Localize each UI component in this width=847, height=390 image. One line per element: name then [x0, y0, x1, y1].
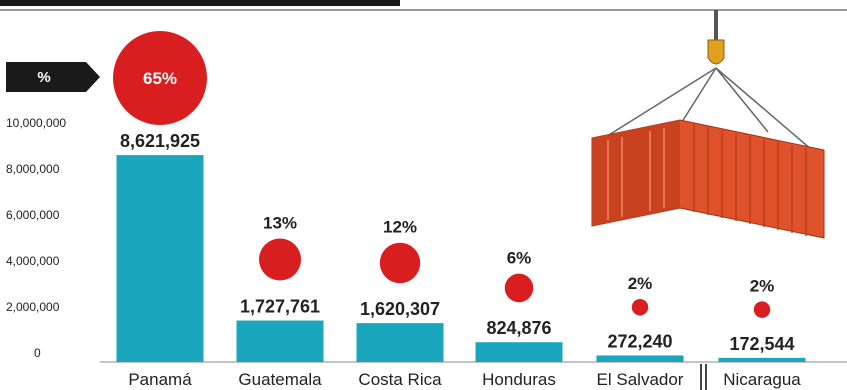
percent-badge-label: % — [37, 69, 50, 86]
container-ribs — [693, 124, 807, 236]
share-label: 2% — [750, 276, 775, 295]
sling-1 — [603, 67, 717, 139]
crane-hook — [707, 39, 725, 65]
share-bubble — [504, 273, 534, 303]
value-label: 1,727,761 — [240, 297, 320, 317]
shipping-container-icon — [591, 10, 825, 239]
y-tick-label: 0 — [34, 346, 41, 360]
value-label: 824,876 — [486, 318, 551, 338]
y-tick-label: 2,000,000 — [6, 300, 60, 314]
y-tick-label: 4,000,000 — [6, 254, 60, 268]
share-label: 65% — [143, 69, 177, 88]
category-label: Honduras — [482, 370, 556, 389]
title-banner-fragment — [0, 0, 400, 6]
share-label: 12% — [383, 218, 417, 237]
percent-badge-shape — [6, 62, 100, 92]
chart-marks: 8,621,925 65% Panamá 1,727,761 13% Guatemala 1… — [113, 31, 806, 389]
y-tick-label: 6,000,000 — [6, 208, 60, 222]
value-label: 8,621,925 — [120, 131, 200, 151]
bar — [236, 320, 324, 362]
share-bubble — [113, 31, 207, 125]
container-end — [592, 120, 680, 226]
share-bubble — [631, 298, 649, 316]
category-label: Nicaragua — [723, 370, 801, 389]
container-door-bars — [607, 128, 665, 220]
value-label: 272,240 — [607, 331, 672, 351]
category-label: Panamá — [128, 370, 192, 389]
bar — [356, 323, 444, 362]
share-label: 2% — [628, 274, 653, 293]
value-label: 172,544 — [729, 334, 794, 354]
y-axis: 10,000,000 8,000,000 6,000,000 4,000,000… — [6, 116, 66, 360]
category-label: El Salvador — [597, 370, 684, 389]
percent-badge: % — [6, 62, 100, 92]
sling-2 — [679, 67, 717, 126]
share-bubble — [258, 238, 302, 281]
bar — [718, 357, 806, 362]
sling-4 — [715, 67, 769, 133]
share-bubble — [379, 242, 421, 284]
value-label: 1,620,307 — [360, 299, 440, 319]
sling-3 — [715, 67, 813, 151]
y-tick-label: 8,000,000 — [6, 162, 60, 176]
share-bubble — [753, 301, 771, 318]
share-label: 13% — [263, 213, 297, 232]
bar — [475, 342, 563, 362]
category-label: Guatemala — [238, 370, 322, 389]
y-tick-label: 10,000,000 — [6, 116, 66, 130]
bar — [596, 355, 684, 362]
share-label: 6% — [507, 249, 532, 268]
bar — [116, 155, 204, 362]
category-label: Costa Rica — [358, 370, 442, 389]
